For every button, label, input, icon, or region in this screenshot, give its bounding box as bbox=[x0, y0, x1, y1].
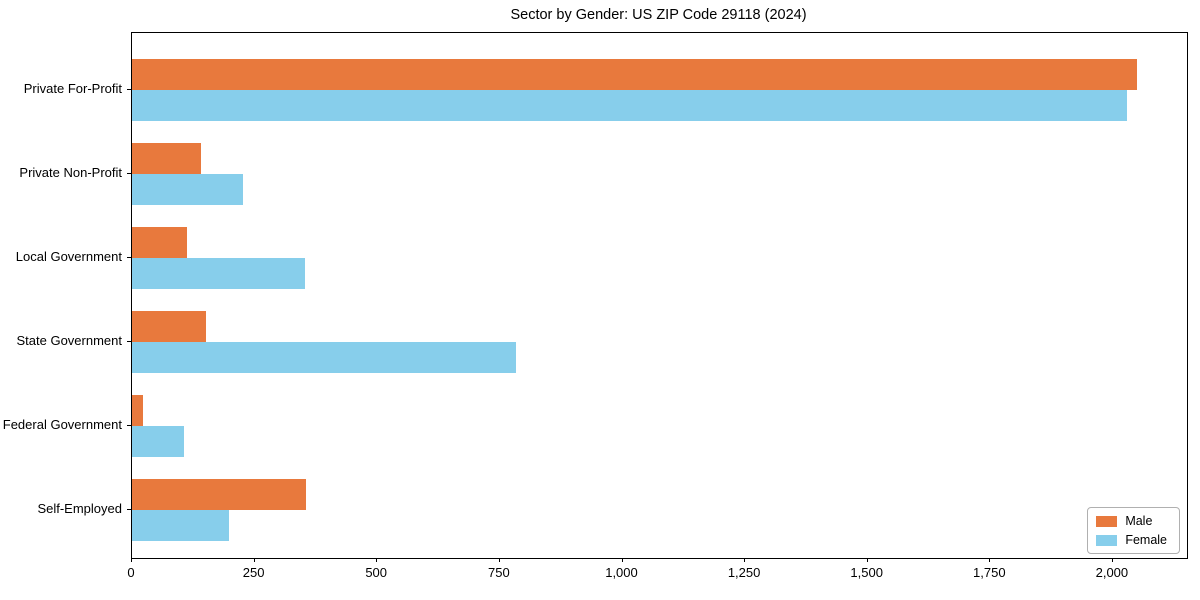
x-tick-mark bbox=[498, 558, 500, 562]
y-tick-mark bbox=[127, 340, 131, 342]
x-tick-mark bbox=[376, 558, 378, 562]
bar-male-local-government bbox=[132, 226, 188, 258]
chart-legend: Male Female bbox=[1087, 507, 1180, 554]
y-tick-label-private-non-profit: Private Non-Profit bbox=[19, 164, 122, 180]
x-tick-mark bbox=[253, 558, 255, 562]
x-tick-label-1-000: 1,000 bbox=[605, 565, 638, 580]
plot-area: Male Female bbox=[131, 32, 1188, 559]
chart-title: Sector by Gender: US ZIP Code 29118 (202… bbox=[510, 7, 807, 23]
legend-label-female: Female bbox=[1125, 533, 1167, 547]
legend-entry-male: Male bbox=[1096, 514, 1167, 528]
x-tick-label-1-250: 1,250 bbox=[727, 565, 761, 580]
y-tick-mark bbox=[127, 172, 131, 174]
bar-male-private-non-profit bbox=[132, 142, 202, 174]
x-tick-mark bbox=[744, 558, 746, 562]
x-tick-label-500: 500 bbox=[365, 565, 388, 580]
x-tick-label-1-500: 1,500 bbox=[850, 565, 883, 580]
x-tick-label-250: 250 bbox=[242, 565, 265, 580]
y-tick-label-self-employed: Self-Employed bbox=[37, 500, 122, 516]
bar-male-federal-government bbox=[132, 394, 143, 426]
y-tick-mark bbox=[127, 508, 131, 510]
y-tick-mark bbox=[127, 256, 131, 258]
legend-swatch-male bbox=[1096, 515, 1118, 527]
x-tick-mark bbox=[1111, 558, 1113, 562]
x-tick-mark bbox=[989, 558, 991, 562]
x-tick-label-2-000: 2,000 bbox=[1095, 565, 1129, 580]
legend-swatch-female bbox=[1096, 534, 1118, 546]
bar-male-state-government bbox=[132, 310, 207, 342]
y-tick-label-local-government: Local Government bbox=[15, 248, 122, 264]
bar-female-private-non-profit bbox=[132, 173, 243, 205]
bar-female-state-government bbox=[132, 341, 516, 373]
x-tick-label-750: 750 bbox=[488, 565, 510, 580]
bar-female-local-government bbox=[132, 257, 306, 289]
bar-female-self-employed bbox=[132, 509, 230, 541]
x-tick-label-0: 0 bbox=[127, 565, 135, 580]
x-tick-mark bbox=[131, 558, 132, 562]
y-tick-mark bbox=[127, 88, 131, 90]
y-tick-label-private-for-profit: Private For-Profit bbox=[23, 80, 122, 96]
y-tick-label-federal-government: Federal Government bbox=[2, 416, 122, 432]
bar-female-federal-government bbox=[132, 425, 184, 457]
y-tick-mark bbox=[127, 424, 131, 426]
x-tick-mark bbox=[866, 558, 868, 562]
bar-male-private-for-profit bbox=[132, 58, 1137, 90]
legend-label-male: Male bbox=[1125, 514, 1153, 528]
y-tick-label-state-government: State Government bbox=[16, 332, 123, 348]
legend-entry-female: Female bbox=[1096, 533, 1167, 547]
bar-male-self-employed bbox=[132, 478, 307, 510]
bar-female-private-for-profit bbox=[132, 89, 1128, 121]
x-tick-mark bbox=[621, 558, 623, 562]
x-tick-label-1-750: 1,750 bbox=[973, 565, 1006, 580]
